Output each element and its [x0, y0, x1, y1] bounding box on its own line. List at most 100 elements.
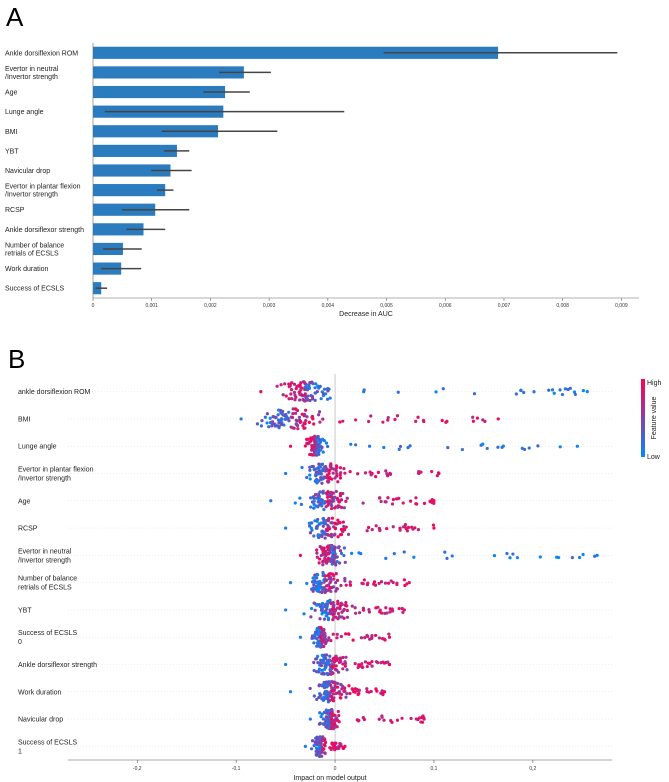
- shap-point: [317, 750, 321, 754]
- shap-point: [319, 625, 323, 630]
- shap-point: [331, 688, 336, 693]
- shap-point: [305, 437, 309, 442]
- category-label-a: Success of ECSLS: [5, 286, 64, 293]
- shap-point: [593, 554, 597, 558]
- shap-point: [329, 683, 333, 688]
- shap-point: [367, 444, 372, 448]
- shap-point: [316, 434, 320, 439]
- shap-point: [331, 692, 335, 696]
- shap-point: [312, 506, 316, 510]
- shap-point: [405, 529, 410, 533]
- shap-point: [328, 668, 332, 672]
- shap-point: [335, 578, 340, 582]
- shap-point: [329, 521, 333, 525]
- shap-point: [335, 472, 339, 476]
- shap-point: [300, 412, 304, 416]
- shap-point: [370, 664, 374, 668]
- shap-point: [341, 662, 345, 666]
- shap-point: [330, 492, 334, 496]
- shap-point: [315, 479, 320, 483]
- shap-point: [317, 586, 321, 591]
- shap-point: [362, 388, 366, 392]
- shap-point: [380, 637, 385, 641]
- shap-point: [315, 453, 319, 457]
- shap-point: [324, 740, 328, 745]
- shap-point: [568, 386, 572, 390]
- shap-point: [309, 437, 313, 441]
- category-label-a: Ankle dorsiflexor strength: [5, 227, 84, 234]
- shap-point: [383, 581, 388, 585]
- feature-label-b-line: 1: [18, 748, 22, 755]
- x-tick-label-b: -0,2: [133, 766, 142, 772]
- shap-point: [302, 612, 306, 616]
- shap-point: [291, 411, 295, 416]
- shap-point: [321, 524, 325, 528]
- shap-point: [360, 662, 364, 666]
- shap-point: [334, 469, 338, 473]
- shap-point: [536, 444, 540, 448]
- shap-point: [374, 524, 378, 528]
- feature-label-b: Success of ECSLS 0: [18, 630, 77, 646]
- shap-point: [496, 417, 500, 421]
- shap-point: [414, 496, 418, 500]
- shap-point: [430, 469, 434, 474]
- shap-point: [305, 415, 309, 419]
- shap-point: [422, 501, 427, 505]
- shap-point: [320, 469, 324, 473]
- shap-point: [514, 392, 518, 396]
- shap-point: [328, 586, 332, 590]
- category-label-a-line: YBT: [5, 148, 19, 155]
- shap-point: [515, 556, 519, 560]
- shap-point: [313, 740, 317, 744]
- shap-point: [322, 680, 326, 685]
- shap-point: [339, 471, 343, 475]
- feature-label-b-line: /Invertor strength: [18, 476, 71, 483]
- shap-point: [331, 601, 335, 605]
- shap-point: [323, 536, 327, 540]
- shap-point: [339, 601, 343, 605]
- shap-point: [402, 578, 406, 582]
- shap-point: [560, 392, 565, 397]
- shap-point: [288, 444, 293, 448]
- shap-point: [313, 386, 317, 390]
- x-tick-label-b: 0: [334, 766, 337, 772]
- shap-point: [307, 384, 311, 388]
- shap-point: [379, 661, 383, 665]
- shap-point: [300, 465, 304, 470]
- shap-point: [329, 547, 333, 552]
- shap-point: [357, 551, 361, 555]
- shap-point: [316, 736, 320, 740]
- shap-point: [386, 496, 390, 500]
- shap-point: [324, 476, 329, 480]
- shap-point: [336, 518, 340, 522]
- shap-point: [303, 744, 307, 748]
- shap-point: [308, 468, 312, 472]
- shap-point: [310, 636, 314, 640]
- shap-point: [324, 611, 328, 615]
- shap-point: [395, 718, 400, 722]
- shap-point: [353, 662, 357, 666]
- shap-point: [325, 671, 329, 676]
- shap-point: [313, 608, 317, 612]
- shap-point: [384, 606, 388, 610]
- shap-point: [344, 695, 348, 699]
- category-label-a-line: Ankle dorsiflexor strength: [5, 227, 84, 234]
- shap-point: [335, 632, 339, 636]
- shap-point: [318, 747, 322, 751]
- feature-label-b-line: Ankle dorsiflexor strength: [18, 662, 97, 669]
- shap-point: [312, 422, 316, 426]
- colorbar: [641, 379, 645, 457]
- shap-point: [370, 635, 374, 639]
- feature-label-b-line: Navicular drop: [18, 717, 63, 724]
- shap-point: [385, 526, 389, 531]
- shap-point: [307, 524, 312, 528]
- shap-point: [320, 546, 324, 550]
- shap-point: [386, 660, 390, 664]
- shap-point: [318, 384, 322, 388]
- shap-point: [558, 388, 562, 392]
- shap-point: [342, 689, 346, 693]
- shap-point: [313, 492, 318, 497]
- shap-point: [312, 641, 316, 645]
- shap-point: [377, 581, 381, 585]
- shap-point: [348, 470, 352, 474]
